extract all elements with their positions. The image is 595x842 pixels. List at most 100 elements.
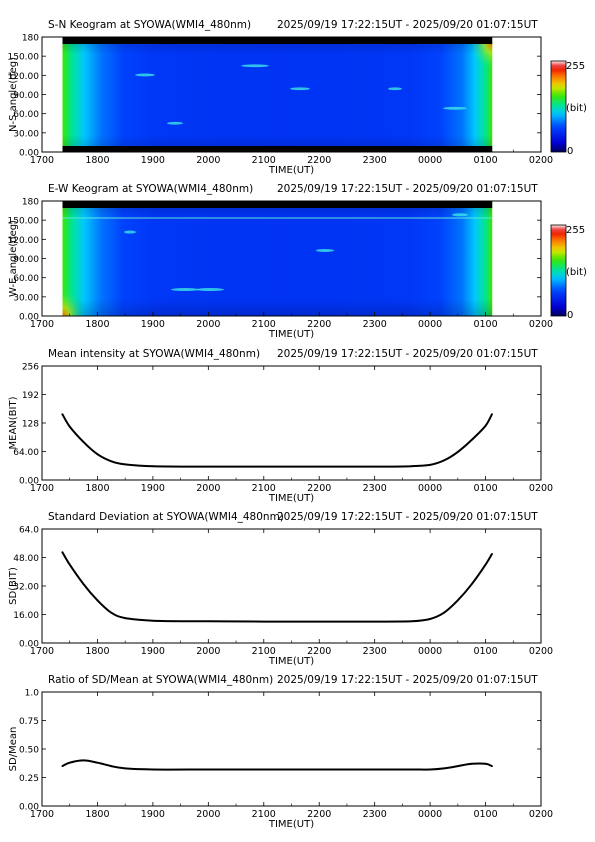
y-tick-label: 0.00 [19,803,39,813]
keogram-hotspot [62,266,103,316]
x-tick-label: 0200 [529,483,553,494]
data-point [262,465,265,468]
x-tick-label: 2300 [363,155,387,166]
keogram-arc-feature [124,230,136,234]
data-point [82,759,85,762]
data-point [96,599,99,602]
x-tick-label: 0200 [529,155,553,166]
y-axis-label: N-S angle(deg) [8,57,19,132]
plot-frame [41,365,542,481]
series-line [61,413,493,468]
colorbar-max-label: 255 [566,61,585,72]
y-axis-label: SD/Mean [8,727,19,772]
y-tick-label: 30.00 [13,293,39,303]
colorbar-unit-label: (bit) [566,267,587,278]
x-tick-label: 2200 [307,646,331,657]
x-tick-label: 1700 [30,483,54,494]
data-point [429,768,432,771]
data-point [470,762,473,765]
x-tick-label: 2000 [196,155,220,166]
time-range: 2025/09/19 17:22:15UT - 2025/09/20 01:07… [277,348,538,360]
keogram-arc-feature [443,106,467,110]
x-tick-label: 1700 [30,646,54,657]
y-tick-label: 128 [22,420,39,430]
y-tick-label: 32.00 [13,583,39,593]
y-tick-label: 64.0 [19,526,39,536]
data-point [96,453,99,456]
time-range: 2025/09/19 17:22:15UT - 2025/09/20 01:07… [277,674,538,686]
y-tick-label: 0.00 [19,149,39,159]
x-tick-label: 1900 [141,319,165,330]
x-tick-label: 1800 [85,155,109,166]
y-tick-label: 64.00 [13,448,39,458]
panel-title: Mean intensity at SYOWA(WMI4_480nm) [48,348,260,360]
x-axis-label: TIME(UT) [268,493,314,504]
plot-frame [41,528,542,644]
x-tick-label: 2000 [196,483,220,494]
data-point [96,761,99,764]
x-tick-label: 0200 [529,809,553,820]
y-tick-label: 90.00 [13,91,39,101]
data-point [491,413,493,415]
data-point [456,599,459,602]
data-point [151,768,154,771]
time-range: 2025/09/19 17:22:15UT - 2025/09/20 01:07… [277,511,538,523]
data-point [443,767,445,770]
keogram-arc-feature [388,87,402,91]
keogram-arc-feature [241,64,269,68]
x-axis-label: TIME(UT) [268,819,314,830]
keogram-arc-feature [196,288,224,292]
data-point [151,465,154,468]
x-axis-label: TIME(UT) [268,656,314,667]
y-tick-label: 0.25 [19,774,39,784]
data-point [110,611,113,614]
x-axis-label: TIME(UT) [268,165,314,176]
data-point [470,439,473,441]
data-point [373,768,376,771]
y-tick-label: 120.00 [8,236,40,246]
keogram-shading [62,37,493,152]
data-point [443,611,445,614]
keogram-panel-sn: 255 (bit) 0 [41,36,587,157]
x-tick-label: 2000 [196,809,220,820]
panel-title: S-N Keogram at SYOWA(WMI4_480nm) [48,19,251,31]
y-axis-label: SD(BIT) [8,567,19,605]
data-point [110,460,113,463]
y-axis-label: W-E angle(deg) [8,220,19,297]
panel-title: E-W Keogram at SYOWA(WMI4_480nm) [48,183,253,195]
data-point [491,765,493,767]
data-point [61,765,64,767]
x-tick-label: 2100 [252,809,276,820]
y-tick-label: 60.00 [13,274,39,284]
plot-frame [41,691,542,807]
x-tick-label: 1700 [30,155,54,166]
keogram-arc-feature [171,288,199,292]
x-tick-label: 2200 [307,155,331,166]
x-tick-label: 1900 [141,155,165,166]
x-tick-label: 2200 [307,319,331,330]
line-panel-3 [41,528,542,644]
x-tick-label: 1800 [85,483,109,494]
keogram-mask-bottom [62,146,493,152]
panel-title: Standard Deviation at SYOWA(WMI4_480nm) [48,511,284,523]
keogram-arc-feature [316,248,334,252]
data-point [262,768,265,771]
data-point [429,618,432,620]
data-point [207,620,210,623]
keogram-arc-feature [290,87,310,91]
colorbar [550,60,567,153]
data-point [124,617,127,619]
x-tick-label: 0000 [418,155,442,166]
data-point [484,563,487,566]
data-point [61,551,64,554]
data-point [410,620,413,623]
y-tick-label: 60.00 [13,110,39,120]
series-line [61,759,493,771]
data-point [68,761,71,764]
data-point [110,765,113,767]
keogram-arc-feature [452,213,468,217]
data-point [124,463,127,466]
series-line [61,551,493,623]
data-point [456,765,459,767]
data-point [443,459,445,462]
